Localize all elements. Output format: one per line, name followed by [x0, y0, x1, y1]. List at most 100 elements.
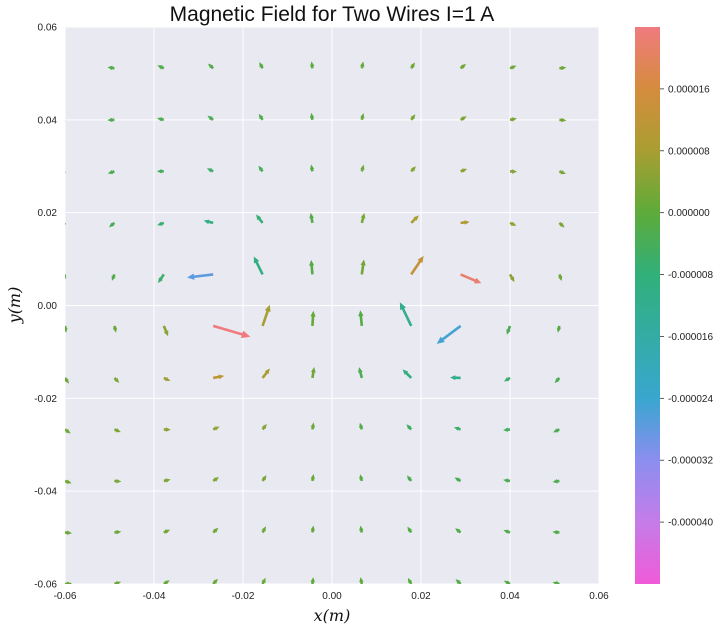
field-arrow [114, 581, 122, 584]
field-arrow [261, 475, 267, 482]
field-arrow [58, 14, 65, 18]
field-arrow [402, 369, 413, 379]
field-arrow [399, 302, 413, 327]
field-arrow [360, 213, 366, 224]
field-arrow [558, 273, 563, 281]
field-arrow [455, 528, 462, 534]
field-arrow [256, 214, 264, 224]
colorbar-tick-label: 0.000000 [668, 208, 710, 219]
field-arrow [553, 428, 560, 433]
field-arrow [509, 169, 517, 174]
field-arrow [187, 273, 214, 280]
chart-title: Magnetic Field for Two Wires I=1 A [170, 3, 495, 26]
field-arrow [509, 221, 517, 226]
y-tick-label: -0.06 [34, 580, 57, 591]
field-arrow [360, 164, 365, 172]
field-arrow [113, 376, 120, 383]
field-arrow [450, 375, 461, 381]
field-arrow [253, 256, 264, 275]
field-arrow [107, 65, 115, 71]
field-arrow [261, 368, 270, 379]
field-arrow [510, 13, 516, 17]
field-arrow [65, 325, 68, 333]
field-arrow [506, 325, 512, 335]
field-arrow [212, 578, 218, 584]
field-arrow [453, 426, 462, 431]
field-arrow [509, 117, 517, 122]
field-arrow [552, 479, 560, 484]
field-arrow [65, 222, 67, 227]
field-arrow [359, 422, 364, 430]
field-arrow [208, 63, 215, 70]
y-tick-label: 0.00 [38, 301, 58, 312]
colorbar-ticks: 0.000016 0.000008 0.000000 -0.000008 -0.0000… [660, 84, 713, 529]
field-arrow [65, 428, 71, 434]
field-arrow [111, 273, 116, 281]
x-tick-label: 0.04 [500, 591, 520, 602]
field-arrow [65, 68, 66, 70]
field-arrow [107, 117, 115, 123]
field-arrow [157, 221, 165, 226]
field-arrow [212, 324, 251, 339]
field-arrow [212, 477, 219, 483]
field-arrow [460, 273, 482, 284]
field-arrow [410, 114, 416, 121]
y-tick-label: 0.02 [38, 208, 58, 219]
field-arrow [459, 116, 467, 121]
field-arrow [309, 212, 314, 224]
field-arrow [157, 117, 165, 122]
field-arrow [454, 477, 462, 483]
y-axis-label: y(m) [5, 287, 24, 325]
x-axis-ticks: -0.06 -0.04 -0.02 0.00 0.02 0.04 0.06 [54, 591, 610, 602]
y-tick-label: 0.06 [38, 23, 58, 34]
field-arrow [559, 14, 566, 18]
field-arrow [436, 324, 462, 344]
field-arrow [359, 577, 364, 584]
field-arrow [310, 525, 315, 533]
field-arrow [459, 63, 466, 70]
field-arrow [556, 325, 561, 333]
field-arrow [360, 61, 365, 69]
field-arrow [162, 325, 169, 337]
field-arrow [410, 62, 415, 69]
field-arrow [310, 474, 315, 482]
field-arrow [65, 530, 72, 535]
colorbar-tick-label: -0.000024 [668, 394, 713, 405]
field-arrow [310, 577, 315, 584]
field-arrow [552, 581, 560, 584]
colorbar-tick-label: 0.000016 [668, 84, 710, 95]
field-arrow [65, 581, 72, 584]
field-arrow [109, 221, 116, 228]
field-arrow [360, 113, 365, 121]
field-arrow [158, 273, 165, 284]
field-arrow [508, 273, 515, 283]
field-arrow [552, 530, 560, 535]
field-arrow [359, 474, 364, 482]
x-tick-label: -0.02 [232, 591, 255, 602]
field-arrow [212, 374, 225, 380]
x-tick-label: -0.04 [143, 591, 166, 602]
field-arrow [157, 65, 165, 70]
field-arrow [108, 14, 115, 18]
field-arrow [410, 255, 424, 276]
colorbar-tick-label: -0.000032 [668, 456, 713, 467]
field-arrow [163, 427, 171, 432]
field-arrow [503, 529, 511, 534]
field-arrow [407, 577, 413, 584]
field-arrow [360, 259, 366, 275]
field-arrow [311, 367, 316, 379]
x-tick-label: 0.02 [411, 591, 431, 602]
field-arrow [258, 113, 264, 121]
field-arrow [65, 171, 66, 173]
colorbar-tick-label: -0.000008 [668, 270, 713, 281]
field-arrow [114, 479, 122, 484]
field-arrow [559, 65, 567, 71]
y-tick-label: -0.04 [34, 487, 57, 498]
field-arrow [309, 112, 315, 121]
field-arrow [406, 424, 413, 431]
field-arrow [558, 170, 566, 175]
field-arrow [65, 479, 72, 484]
field-arrow [163, 529, 171, 534]
field-arrow [207, 115, 214, 121]
